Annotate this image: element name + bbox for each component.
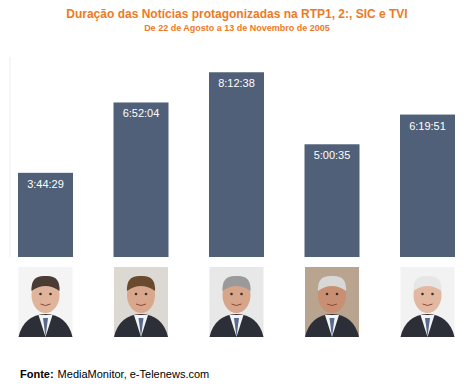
portrait-bg — [401, 267, 455, 337]
portrait-mouth — [136, 304, 146, 306]
portrait-eye — [230, 293, 233, 296]
portrait-shirt — [134, 315, 148, 337]
portrait-tie — [234, 318, 239, 337]
portrait-suit — [305, 314, 359, 337]
portrait-hair — [318, 276, 346, 291]
source-label: Fonte: — [20, 368, 54, 380]
portrait-shirt — [39, 315, 53, 337]
portrait — [19, 267, 73, 337]
portrait-hair — [413, 276, 441, 291]
portrait-hair — [222, 276, 250, 291]
portrait-eye — [135, 293, 138, 296]
data-label: 3:44:29 — [27, 178, 64, 190]
portrait-tie — [425, 318, 430, 337]
portrait — [401, 267, 455, 337]
portrait-tie — [139, 318, 144, 337]
chart: Duração das Notícias protagonizadas na R… — [0, 0, 469, 389]
portrait-shirt — [421, 315, 435, 337]
portrait-eye — [145, 293, 148, 296]
portrait-shirt — [230, 315, 244, 337]
title: Duração das Notícias protagonizadas na R… — [66, 7, 407, 21]
portrait-hair — [31, 276, 59, 291]
portrait-suit — [210, 314, 264, 337]
bar — [18, 173, 73, 257]
source-text: MediaMonitor, e-Telenews.com — [58, 368, 210, 380]
data-label: 6:19:51 — [409, 120, 446, 132]
portrait-eye — [421, 293, 424, 296]
portrait-bg — [210, 267, 264, 337]
portrait — [305, 267, 359, 337]
portrait-bg — [114, 267, 168, 337]
source: Fonte: MediaMonitor, e-Telenews.com — [20, 368, 209, 380]
bar — [305, 144, 360, 257]
portrait-eye — [431, 293, 434, 296]
portrait-hair — [127, 276, 155, 291]
bar — [114, 102, 169, 257]
portrait-eye — [49, 293, 52, 296]
bar — [400, 115, 455, 257]
portrait-eye — [336, 293, 339, 296]
data-label: 5:00:35 — [314, 149, 351, 161]
portrait-suit — [19, 314, 73, 337]
portrait-eye — [39, 293, 42, 296]
portrait-mouth — [423, 304, 433, 306]
portrait-bg — [19, 267, 73, 337]
subtitle: De 22 de Agosto a 13 de Novembro de 2005 — [144, 23, 330, 33]
portrait-mouth — [232, 304, 242, 306]
portrait-tie — [43, 318, 48, 337]
portrait-suit — [114, 314, 168, 337]
bar — [209, 72, 264, 257]
data-label: 8:12:38 — [218, 77, 255, 89]
value-axis — [10, 57, 11, 257]
portrait-eye — [240, 293, 243, 296]
portrait-shirt — [325, 315, 339, 337]
portrait-tie — [330, 318, 335, 337]
portrait — [210, 267, 264, 337]
portrait-suit — [401, 314, 455, 337]
portrait-eye — [326, 293, 329, 296]
data-label: 6:52:04 — [123, 107, 160, 119]
portrait-mouth — [327, 304, 337, 306]
portrait-mouth — [41, 304, 51, 306]
bars — [18, 72, 455, 257]
portrait — [114, 267, 168, 337]
portrait-bg — [305, 267, 359, 337]
